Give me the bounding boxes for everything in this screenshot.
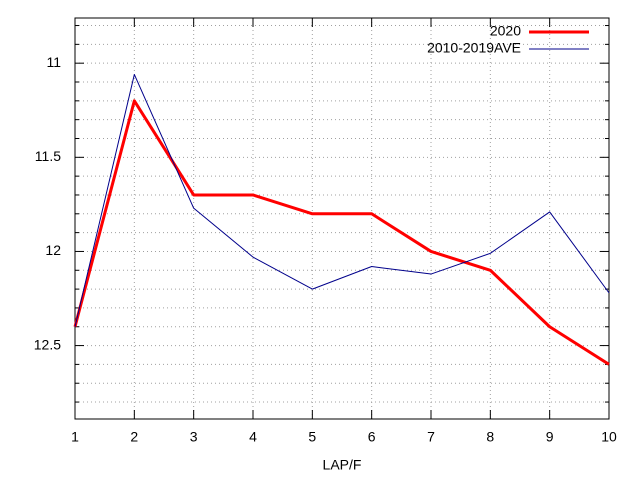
x-tick-label: 7: [427, 429, 435, 445]
x-tick-label: 2: [130, 429, 138, 445]
x-tick-label: 8: [486, 429, 494, 445]
x-tick-label: 4: [249, 429, 257, 445]
x-axis-label: LAP/F: [323, 457, 362, 473]
x-tick-label: 10: [601, 429, 617, 445]
x-tick-label: 3: [190, 429, 198, 445]
y-tick-label: 12.5: [34, 336, 61, 352]
series-line: [73, 99, 610, 366]
y-tick-label: 11: [46, 54, 61, 70]
legend-label: 2010-2019AVE: [427, 40, 521, 56]
x-tick-label: 9: [546, 429, 554, 445]
series-line: [74, 73, 610, 327]
x-tick-label: 1: [71, 429, 79, 445]
x-tick-label: 5: [308, 429, 316, 445]
legend-label: 2020: [490, 23, 521, 39]
plot-frame: [74, 17, 610, 420]
y-tick-label: 12: [45, 242, 61, 258]
x-tick-label: 6: [368, 429, 376, 445]
y-tick-label: 11.5: [35, 148, 61, 164]
